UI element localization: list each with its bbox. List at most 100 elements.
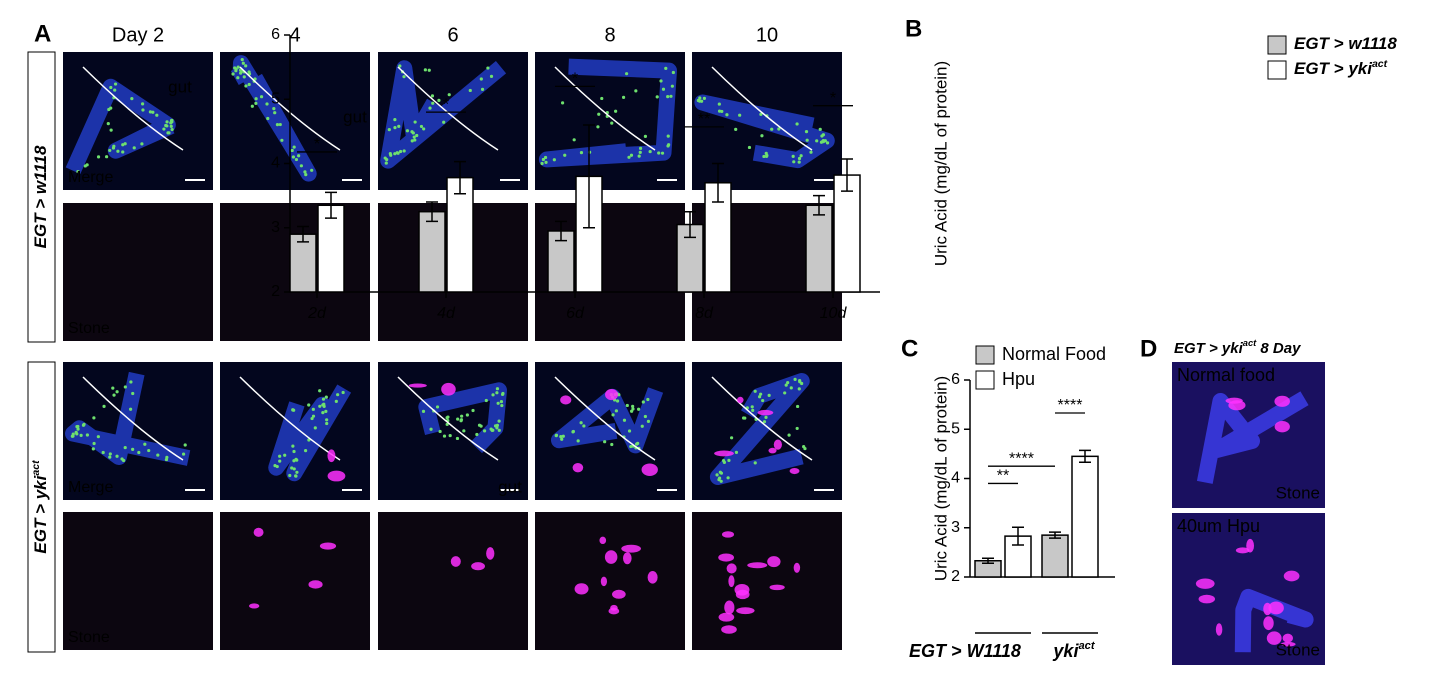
nucleus [479, 424, 483, 428]
nucleus [459, 419, 463, 423]
nucleus [795, 122, 799, 126]
nucleus [96, 435, 100, 439]
nucleus [614, 109, 618, 113]
nucleus [637, 154, 641, 158]
stone-signal [768, 447, 777, 454]
error-bar [1012, 526, 1024, 546]
nucleus [410, 139, 414, 143]
nucleus [622, 418, 627, 422]
nucleus [657, 151, 661, 155]
nucleus [753, 389, 757, 393]
nucleus [422, 127, 426, 131]
stone-signal [1195, 578, 1215, 589]
nucleus [254, 101, 258, 105]
nucleus [627, 155, 631, 159]
nucleus [115, 454, 119, 458]
nucleus [455, 436, 460, 441]
legend-label-main: EGT > w1118 [1294, 34, 1397, 53]
nucleus [137, 450, 141, 455]
nucleus [552, 158, 556, 162]
nucleus [421, 409, 426, 414]
gut-label: gut [343, 107, 367, 126]
nucleus [288, 473, 292, 478]
nucleus [108, 452, 112, 456]
significance-label: * [830, 90, 836, 107]
stone-signal [572, 463, 584, 473]
nucleus [415, 133, 419, 138]
nucleus [402, 75, 406, 79]
nucleus [423, 68, 427, 72]
error-bar [684, 210, 696, 239]
nucleus [669, 94, 673, 98]
flow-arrow [397, 376, 499, 461]
nucleus [115, 390, 119, 394]
y-tick-label: 6 [951, 371, 960, 388]
channel-label: Merge [68, 169, 113, 186]
nucleus [493, 424, 498, 428]
nucleus [130, 97, 134, 101]
nucleus [111, 146, 116, 150]
nucleus [170, 127, 174, 132]
y-tick-label: 3 [271, 219, 280, 236]
nucleus [341, 390, 345, 395]
micrograph [378, 52, 528, 190]
bar [805, 204, 833, 293]
nucleus [273, 464, 277, 468]
nucleus [393, 118, 397, 122]
nucleus [419, 124, 424, 129]
nucleus [435, 405, 440, 409]
micrograph [378, 362, 528, 500]
nucleus [321, 403, 325, 407]
nucleus [76, 170, 80, 174]
nucleus [321, 397, 326, 401]
nucleus [637, 407, 641, 411]
nucleus [486, 66, 490, 70]
error-bar [1079, 449, 1091, 463]
stone-signal [789, 467, 800, 475]
nucleus [405, 129, 410, 133]
nucleus [290, 148, 294, 153]
stone-signal [647, 571, 658, 584]
stone-signal [319, 542, 337, 550]
nucleus [106, 122, 110, 126]
nucleus [726, 476, 730, 480]
nucleus [108, 148, 112, 153]
channel-label: Stone [68, 320, 110, 337]
nucleus [166, 131, 170, 135]
nucleus [796, 404, 800, 409]
nucleus [96, 155, 101, 159]
flow-arrow [711, 376, 813, 461]
nucleus [495, 391, 499, 395]
error-bar [813, 194, 825, 216]
nucleus [384, 161, 388, 165]
column-header: 4 [289, 24, 300, 46]
nucleus [659, 79, 663, 83]
nucleus [717, 102, 721, 106]
nucleus [460, 414, 464, 418]
y-tick-label: 4 [951, 470, 960, 487]
nucleus [92, 441, 96, 446]
nucleus [638, 146, 643, 150]
nucleus [310, 416, 314, 421]
stone-signal [1268, 601, 1284, 615]
tubule [1196, 391, 1309, 484]
nucleus [395, 151, 399, 155]
x-tick-label: 4d [437, 305, 456, 322]
stone-signal [1274, 395, 1290, 407]
nucleus [108, 455, 112, 459]
nucleus [571, 429, 575, 434]
nucleus [823, 139, 827, 143]
significance-label: **** [1058, 397, 1083, 414]
nucleus [765, 153, 769, 158]
nucleus [787, 433, 791, 437]
channel-label: Stone [68, 629, 110, 646]
nucleus [597, 112, 601, 116]
nucleus [294, 474, 298, 478]
nucleus [582, 424, 586, 428]
nucleus [786, 381, 790, 385]
nucleus [162, 127, 166, 131]
legend-label-main: Normal Food [1002, 344, 1106, 364]
nucleus [307, 403, 311, 407]
nucleus [802, 445, 806, 449]
channel-label: Stone [1276, 640, 1320, 659]
